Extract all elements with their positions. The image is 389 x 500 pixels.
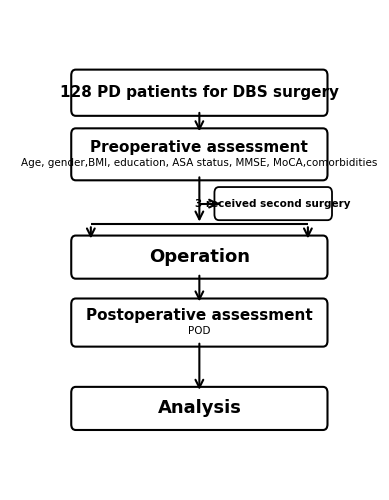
FancyBboxPatch shape xyxy=(214,187,332,220)
Text: Preoperative assessment: Preoperative assessment xyxy=(90,140,308,154)
FancyBboxPatch shape xyxy=(71,128,328,180)
Text: Operation: Operation xyxy=(149,248,250,266)
Text: POD: POD xyxy=(188,326,210,336)
Text: Postoperative assessment: Postoperative assessment xyxy=(86,308,313,324)
Text: Analysis: Analysis xyxy=(158,400,241,417)
Text: 128 PD patients for DBS surgery: 128 PD patients for DBS surgery xyxy=(60,85,339,100)
FancyBboxPatch shape xyxy=(71,70,328,116)
FancyBboxPatch shape xyxy=(71,298,328,346)
FancyBboxPatch shape xyxy=(71,236,328,279)
Text: 3 received second surgery: 3 received second surgery xyxy=(196,198,351,208)
Text: Age, gender,BMI, education, ASA status, MMSE, MoCA,comorbidities: Age, gender,BMI, education, ASA status, … xyxy=(21,158,378,168)
FancyBboxPatch shape xyxy=(71,387,328,430)
